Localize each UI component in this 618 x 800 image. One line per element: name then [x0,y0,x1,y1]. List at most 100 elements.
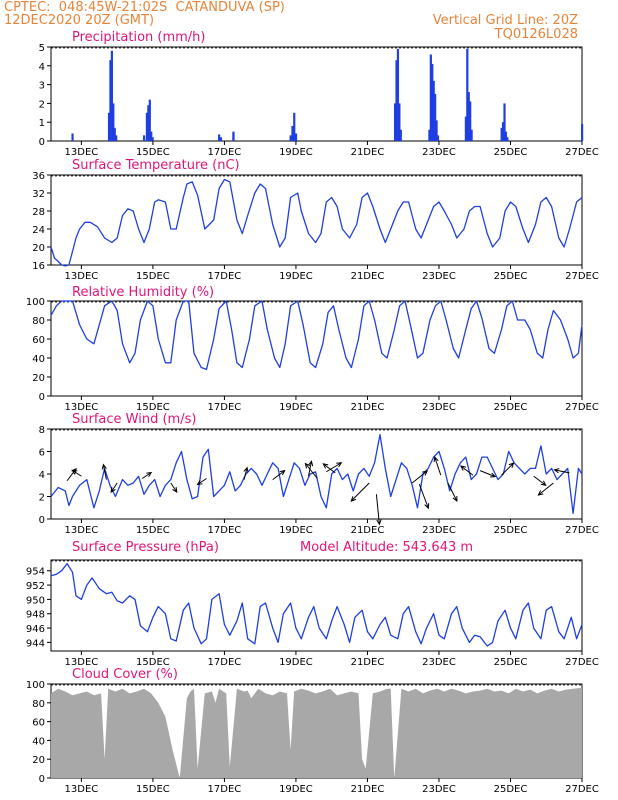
panel-title: Precipitation (mm/h) [72,30,205,45]
series-line [50,433,583,515]
precip-bar [71,133,74,141]
wind-arrow-head [336,462,343,468]
precip-bar [219,137,223,141]
precip-bar [431,63,434,141]
precip-bar [145,112,149,141]
y-tick-label: 4 [39,470,45,481]
x-tick-label: 23DEC [422,402,456,413]
x-tick-label: 13DEC [65,657,99,668]
wind-arrow-head [350,496,357,502]
precip-bar [112,103,115,141]
x-tick-label: 15DEC [136,271,170,282]
precip-bar [115,135,118,141]
wind-arrow-head [490,472,497,478]
plot-frame [50,559,583,652]
y-tick-label: 100 [26,297,45,308]
wind-arrow-head [243,466,249,473]
x-tick-label: 13DEC [65,271,99,282]
panel-title: Cloud Cover (%) [72,667,178,682]
y-tick-label: 60 [32,335,45,346]
x-tick-label: 27DEC [565,525,599,536]
precip-bar [435,120,438,141]
precip-bar [399,129,402,141]
precip-bar [429,54,432,141]
y-tick-label: 1 [39,118,45,129]
wind-arrow-head [304,462,311,469]
panel-3: Surface Wind (m/s) 0 2 4 6 8 13DEC 15DEC 17DEC 19… [39,412,599,536]
wind-arrow-head [322,463,329,469]
y-tick-label: 6 [39,448,45,459]
plot-frame [50,300,583,397]
y-tick-label: 0 [39,392,45,403]
precip-bar [294,133,298,141]
precip-bar [107,112,111,141]
wind-arrow-head [422,470,429,476]
x-tick-label: 17DEC [208,657,242,668]
x-tick-label: 19DEC [279,784,313,795]
y-tick-label: 20 [32,243,45,254]
panel-title: Surface Pressure (hPa) [72,540,219,555]
wind-arrow [447,482,458,502]
x-tick-label: 25DEC [494,271,528,282]
y-tick-label: 4 [39,62,45,73]
precip-bar [500,127,503,141]
wind-arrow-head [460,465,466,471]
y-tick-label: 0 [39,137,45,148]
wind-arrow-head [308,460,314,467]
y-tick-label: 5 [39,43,45,54]
wind-arrow-head [146,471,153,478]
x-tick-label: 21DEC [351,402,385,413]
series-line [50,300,583,371]
precip-bar [110,50,113,142]
x-tick-label: 23DEC [422,657,456,668]
wind-arrow [538,482,554,496]
header-run-time: 12DEC2020 20Z (GMT) [4,13,155,28]
y-tick-label: 20 [32,373,45,384]
x-tick-label: 21DEC [351,784,385,795]
wind-arrow-head [196,479,203,486]
y-tick-label: 954 [26,567,45,578]
y-tick-label: 80 [32,699,45,710]
x-tick-label: 23DEC [422,525,456,536]
x-tick-label: 21DEC [351,147,385,158]
wind-arrow [411,470,428,484]
y-tick-label: 2 [39,99,45,110]
x-tick-label: 19DEC [279,402,313,413]
x-tick-label: 23DEC [422,271,456,282]
wind-arrow [170,482,178,493]
precip-bar [147,105,150,141]
wind-arrow [375,494,380,525]
wind-arrow [554,469,570,474]
wind-arrow-head [279,469,286,476]
precip-bar [501,122,505,141]
wind-arrow-head [553,468,560,474]
y-tick-label: 16 [32,261,45,272]
y-tick-label: 40 [32,354,45,365]
wind-arrow [272,470,285,481]
wind-arrow [141,472,152,479]
precip-bar [469,101,472,141]
wind-arrow [533,475,547,486]
precip-bar [466,48,469,141]
wind-arrow-head [424,503,430,510]
precip-bar [503,103,506,141]
wind-arrow-head [452,495,458,503]
wind-arrow [501,462,514,476]
wind-arrow [479,470,496,478]
x-tick-label: 15DEC [136,147,170,158]
y-tick-label: 20 [32,755,45,766]
x-tick-label: 17DEC [208,147,242,158]
series-line [50,178,583,267]
y-tick-label: 0 [39,515,45,526]
x-tick-label: 15DEC [136,525,170,536]
precip-bar [428,129,431,141]
x-tick-label: 21DEC [351,525,385,536]
y-tick-label: 948 [26,610,45,621]
wind-arrow-head [540,480,547,486]
precip-bar [467,92,470,141]
precip-bar [464,116,467,141]
y-tick-label: 3 [39,81,45,92]
panel-title: Surface Temperature (nC) [72,158,240,173]
precip-bar [289,135,292,141]
